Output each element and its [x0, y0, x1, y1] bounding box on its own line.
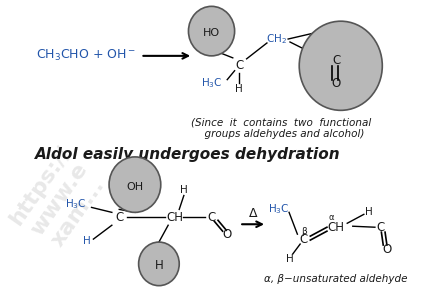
Text: O: O: [332, 77, 341, 90]
Text: H: H: [323, 26, 331, 36]
Text: HO: HO: [203, 28, 220, 38]
Text: H: H: [286, 254, 294, 264]
Text: C: C: [235, 59, 244, 72]
Text: CH: CH: [166, 211, 183, 224]
Text: C: C: [208, 211, 216, 224]
Text: C: C: [115, 211, 123, 224]
Text: H: H: [365, 207, 372, 217]
Text: C: C: [300, 233, 308, 246]
Circle shape: [299, 21, 382, 110]
Circle shape: [139, 242, 179, 286]
Circle shape: [109, 157, 161, 212]
Text: CH: CH: [328, 221, 345, 234]
Text: H$_3$C: H$_3$C: [65, 198, 86, 211]
Text: O: O: [382, 243, 392, 256]
Text: CH$_3$CHO + OH$^-$: CH$_3$CHO + OH$^-$: [36, 48, 136, 63]
Text: O: O: [223, 228, 232, 241]
Text: α: α: [329, 213, 334, 222]
Text: H$_3$C: H$_3$C: [268, 202, 290, 216]
Text: H$_3$C: H$_3$C: [201, 76, 222, 90]
Text: H: H: [235, 84, 243, 93]
Text: β: β: [301, 227, 307, 236]
Circle shape: [188, 6, 235, 56]
Text: H: H: [155, 259, 163, 272]
Text: H: H: [83, 236, 91, 246]
Text: https://
www.e
xam...: https:// www.e xam...: [6, 143, 113, 256]
Text: Aldol easily undergoes dehydration: Aldol easily undergoes dehydration: [35, 147, 341, 162]
Text: Δ: Δ: [249, 207, 257, 220]
Text: H: H: [180, 185, 188, 194]
Text: (Since  it  contains  two  functional
  groups aldehydes and alcohol): (Since it contains two functional groups…: [190, 117, 371, 139]
Text: CH$_2$: CH$_2$: [266, 32, 287, 46]
Text: OH: OH: [126, 182, 143, 192]
Text: α, β−unsaturated aldehyde: α, β−unsaturated aldehyde: [265, 274, 408, 284]
Text: C: C: [332, 54, 340, 67]
Text: C: C: [376, 221, 385, 234]
